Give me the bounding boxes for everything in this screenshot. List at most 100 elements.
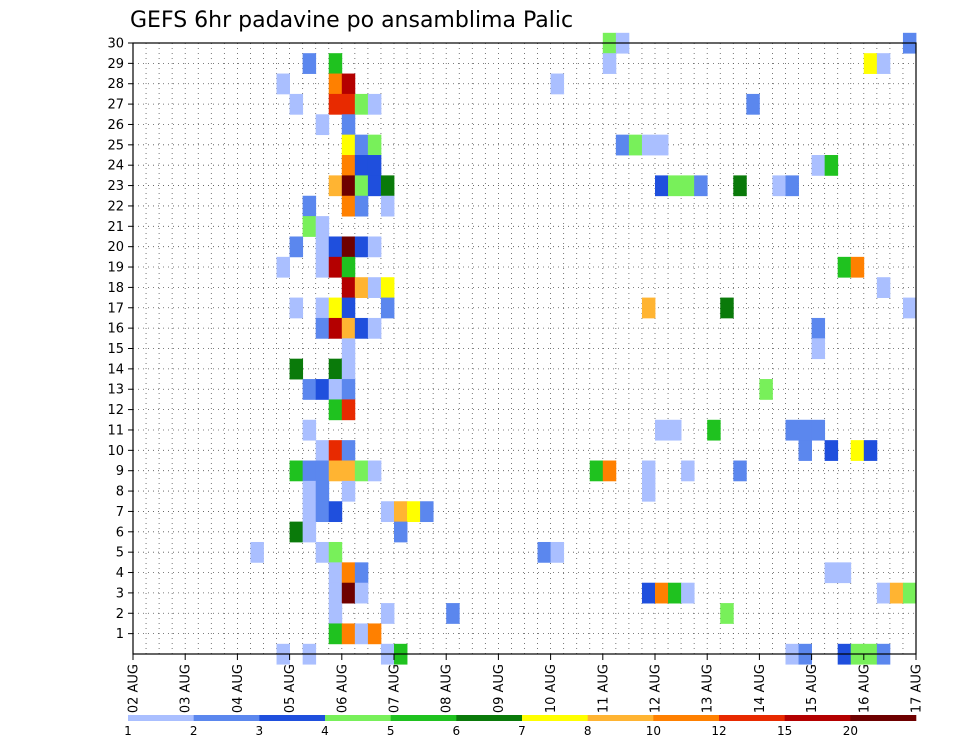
colorbar-swatch bbox=[784, 715, 851, 721]
colorbar-swatch bbox=[719, 715, 785, 721]
precip-cell bbox=[824, 562, 839, 584]
y-tick-label: 9 bbox=[116, 464, 124, 479]
precip-cell bbox=[341, 114, 356, 136]
precip-cell bbox=[354, 175, 369, 197]
y-tick-label: 7 bbox=[116, 505, 124, 520]
precip-cell bbox=[354, 623, 369, 645]
y-tick-label: 16 bbox=[107, 322, 124, 337]
y-axis: 1234567891011121314151617181920212223242… bbox=[107, 37, 133, 642]
precip-cell bbox=[328, 603, 343, 624]
precip-cell bbox=[315, 440, 330, 461]
precip-cell bbox=[341, 297, 356, 319]
precip-cell bbox=[589, 460, 604, 482]
precip-cell bbox=[289, 521, 304, 543]
colorbar-swatch bbox=[390, 715, 457, 721]
precip-cell bbox=[354, 277, 369, 298]
precip-cell bbox=[811, 155, 826, 176]
precip-cell bbox=[681, 460, 695, 482]
y-tick-label: 11 bbox=[107, 423, 124, 438]
precip-cell bbox=[341, 623, 356, 645]
colorbar-label: 2 bbox=[190, 724, 198, 738]
precip-cell bbox=[902, 582, 917, 604]
precip-cell bbox=[641, 582, 656, 604]
precip-cell bbox=[380, 175, 395, 197]
precip-cell bbox=[837, 562, 852, 584]
colorbar-swatch bbox=[259, 715, 326, 721]
precip-cell bbox=[341, 93, 356, 115]
x-tick-label: 17 AUG bbox=[910, 664, 925, 713]
precip-cells bbox=[250, 32, 917, 665]
colorbar-label: 15 bbox=[777, 724, 792, 738]
precip-cell bbox=[250, 541, 264, 563]
precip-cell bbox=[341, 379, 356, 400]
precip-cell bbox=[798, 440, 812, 461]
precip-cell bbox=[302, 379, 317, 400]
x-tick-label: 12 AUG bbox=[649, 664, 664, 713]
precip-cell bbox=[628, 134, 643, 156]
x-tick-label: 05 AUG bbox=[283, 664, 298, 713]
precip-cell bbox=[302, 216, 317, 237]
y-tick-label: 28 bbox=[107, 77, 124, 92]
y-tick-label: 30 bbox=[107, 37, 124, 52]
colorbar-label: 20 bbox=[843, 724, 858, 738]
x-tick-label: 08 AUG bbox=[440, 664, 455, 713]
precip-cell bbox=[289, 297, 304, 319]
precip-cell bbox=[720, 603, 734, 624]
precip-cell bbox=[367, 175, 382, 197]
y-tick-label: 3 bbox=[116, 586, 124, 601]
precip-cell bbox=[668, 419, 682, 441]
y-tick-label: 21 bbox=[107, 220, 124, 235]
y-tick-label: 8 bbox=[116, 485, 124, 500]
x-tick-label: 16 AUG bbox=[857, 664, 872, 713]
precip-cell bbox=[407, 501, 421, 523]
precip-cell bbox=[367, 460, 382, 482]
precip-cell bbox=[315, 460, 330, 482]
precip-cell bbox=[341, 236, 356, 258]
precip-cell bbox=[641, 480, 656, 502]
x-tick-label: 06 AUG bbox=[335, 664, 350, 713]
precip-cell bbox=[394, 501, 408, 523]
precip-cell bbox=[341, 480, 356, 502]
precip-cell bbox=[315, 114, 330, 136]
precip-cell bbox=[341, 73, 356, 95]
colorbar-swatch bbox=[193, 715, 260, 721]
precip-cell bbox=[341, 317, 356, 339]
precip-cell bbox=[328, 53, 343, 74]
precip-cell bbox=[380, 603, 395, 624]
precip-cell bbox=[315, 216, 330, 237]
precip-cell bbox=[837, 256, 852, 278]
precip-cell bbox=[420, 501, 434, 523]
precip-cell bbox=[328, 623, 343, 645]
precip-cell bbox=[733, 460, 747, 482]
precip-cell bbox=[655, 419, 669, 441]
colorbar-label: 5 bbox=[387, 724, 395, 738]
precip-cell bbox=[876, 582, 891, 604]
precip-cell bbox=[328, 175, 343, 197]
precip-cell bbox=[367, 317, 382, 339]
precip-cell bbox=[328, 541, 343, 563]
colorbar-label: 1 bbox=[124, 724, 132, 738]
precip-cell bbox=[341, 256, 356, 278]
colorbar-label: 6 bbox=[453, 724, 461, 738]
colorbar-swatch bbox=[587, 715, 654, 721]
colorbar-swatch bbox=[653, 715, 720, 721]
x-tick-label: 02 AUG bbox=[127, 664, 142, 713]
precip-cell bbox=[341, 277, 356, 298]
precip-cell bbox=[328, 399, 343, 421]
precip-cell bbox=[850, 256, 865, 278]
colorbar-swatch bbox=[325, 715, 391, 721]
precip-cell bbox=[328, 440, 343, 461]
precip-cell bbox=[341, 134, 356, 156]
precip-cell bbox=[354, 155, 369, 176]
precip-cell bbox=[341, 155, 356, 176]
colorbar-swatch bbox=[522, 715, 588, 721]
precip-cell bbox=[302, 480, 317, 502]
precip-cell bbox=[811, 419, 826, 441]
precip-cell bbox=[354, 582, 369, 604]
precip-cell bbox=[863, 53, 878, 74]
x-tick-label: 14 AUG bbox=[753, 664, 768, 713]
precip-cell bbox=[354, 236, 369, 258]
precip-cell bbox=[850, 440, 865, 461]
precip-cell bbox=[550, 73, 565, 95]
